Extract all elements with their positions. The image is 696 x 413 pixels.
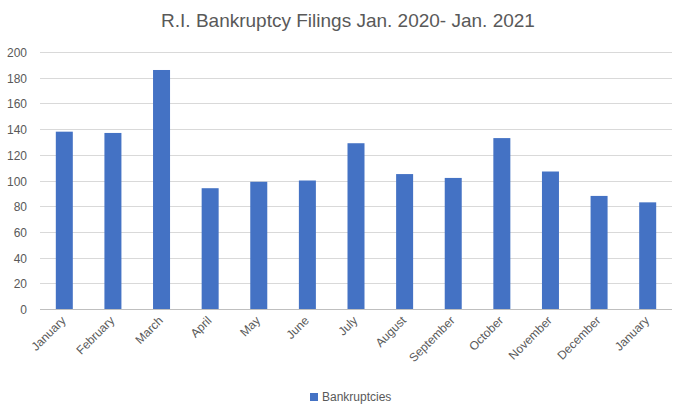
grid-line — [40, 78, 672, 79]
x-tick-label: January — [612, 313, 652, 353]
y-tick-label: 20 — [14, 277, 28, 291]
x-tick-label: May — [237, 313, 263, 339]
y-tick-label: 140 — [7, 123, 27, 137]
bar — [639, 202, 656, 309]
chart-svg: R.I. Bankruptcy Filings Jan. 2020- Jan. … — [0, 0, 696, 413]
bar — [348, 143, 365, 309]
x-tick-label: September — [406, 313, 457, 364]
x-tick-label: November — [506, 313, 555, 362]
bars — [56, 70, 656, 309]
x-tick-label: January — [29, 313, 69, 353]
bar — [56, 132, 73, 309]
y-tick-label: 120 — [7, 149, 27, 163]
bar — [202, 188, 219, 309]
x-tick-label: October — [466, 313, 506, 353]
bar — [445, 178, 462, 309]
bar — [250, 182, 267, 309]
x-tick-label: March — [132, 313, 165, 346]
bar — [104, 133, 121, 309]
grid-line — [40, 103, 672, 104]
y-tick-label: 60 — [14, 226, 28, 240]
bar — [396, 174, 413, 309]
y-tick-label: 40 — [14, 252, 28, 266]
x-tick-label: August — [373, 313, 410, 350]
x-tick-label: June — [283, 313, 312, 342]
x-tick-label: April — [188, 313, 215, 340]
y-tick-label: 80 — [14, 200, 28, 214]
chart-container: R.I. Bankruptcy Filings Jan. 2020- Jan. … — [0, 0, 696, 413]
bar — [591, 196, 608, 309]
grid-line — [40, 309, 672, 310]
bar — [493, 138, 510, 309]
bar — [299, 181, 316, 310]
x-tick-label: December — [554, 313, 603, 362]
y-tick-label: 100 — [7, 175, 27, 189]
bar — [542, 172, 559, 309]
chart-title: R.I. Bankruptcy Filings Jan. 2020- Jan. … — [161, 10, 535, 31]
bar — [153, 70, 170, 309]
y-tick-label: 200 — [7, 46, 27, 60]
x-tick-label: February — [73, 313, 117, 357]
grid-line — [40, 52, 672, 53]
legend-swatch — [310, 393, 318, 401]
grid — [40, 53, 672, 310]
y-tick-label: 160 — [7, 97, 27, 111]
y-tick-label: 180 — [7, 72, 27, 86]
grid-line — [40, 129, 672, 130]
legend: Bankruptcies — [310, 390, 391, 404]
y-tick-label: 0 — [20, 303, 27, 317]
x-tick-label: July — [335, 313, 360, 338]
legend-label: Bankruptcies — [322, 390, 391, 404]
